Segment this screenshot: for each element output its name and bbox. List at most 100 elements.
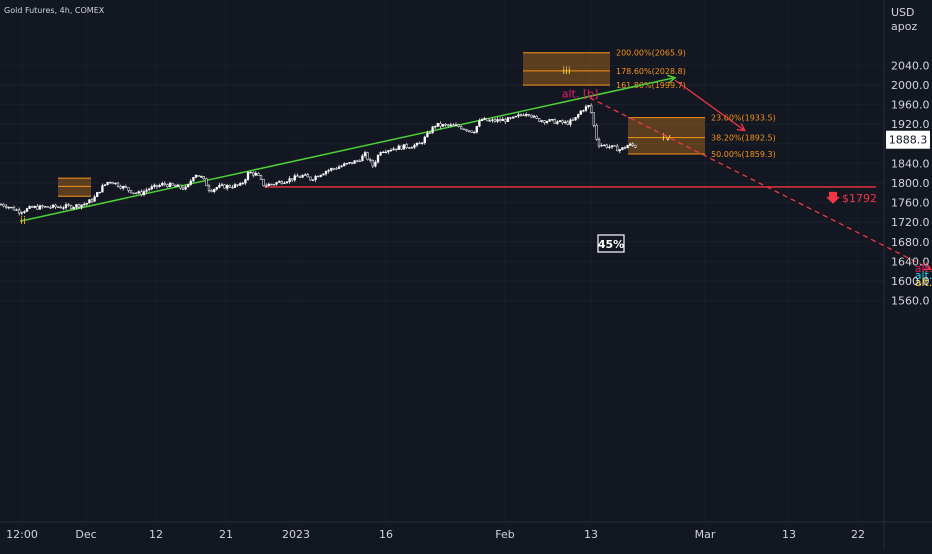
candle-body [553, 119, 556, 124]
candle-body [124, 186, 127, 188]
candle-body [629, 143, 632, 146]
candle-body [96, 192, 99, 198]
grid [0, 0, 884, 522]
candle-body [213, 188, 216, 192]
candle-body [51, 204, 55, 208]
trend-arrowhead-icon [667, 74, 677, 84]
candle-body [12, 206, 16, 211]
candle-body [462, 128, 465, 130]
candle-body [343, 163, 346, 167]
candle-body [220, 184, 224, 186]
candle-body [348, 162, 351, 164]
candle-body [317, 175, 320, 178]
candle-body [519, 114, 523, 116]
candle-body [241, 182, 244, 185]
candle-body [7, 206, 10, 209]
projection-arrowhead-icon [922, 262, 932, 271]
candle-body [93, 196, 96, 202]
candle-body [400, 145, 403, 150]
candle-body [187, 184, 190, 188]
candle-body [597, 139, 601, 147]
candle-body [249, 172, 252, 174]
candle-body [257, 173, 260, 176]
current-price-tag [886, 130, 930, 149]
candle-body [163, 183, 166, 185]
candle-body [77, 204, 81, 208]
candle-body [83, 203, 86, 206]
candle-body [88, 199, 91, 204]
candle-body [564, 121, 567, 123]
candle-body [103, 184, 107, 186]
candle-body [145, 189, 148, 192]
candle-body [361, 155, 364, 162]
candle-body [59, 206, 62, 209]
candle-body [600, 145, 603, 147]
candle-body [608, 146, 611, 148]
candle-body [475, 126, 478, 133]
candle-body [470, 130, 473, 133]
candle-body [246, 172, 250, 180]
candle-body [46, 206, 49, 208]
candle-body [57, 206, 60, 209]
candle-body [168, 182, 172, 188]
candle-body [379, 152, 382, 156]
candle-body [631, 143, 634, 146]
candle-body [473, 131, 476, 134]
time-tick-label: Mar [695, 528, 716, 541]
candle-body [166, 184, 169, 188]
candle-body [397, 145, 400, 150]
candle-body [114, 182, 117, 185]
candle-body [501, 118, 504, 122]
candle-body [116, 182, 120, 187]
candle-body [465, 129, 468, 132]
candle-body [122, 186, 125, 189]
candle-body [275, 182, 278, 185]
candle-body [356, 160, 359, 162]
candle-body [525, 114, 528, 116]
candle-body [226, 185, 229, 189]
candle-body [291, 178, 294, 181]
candle-body [218, 184, 221, 188]
candle-body [174, 184, 177, 187]
candle-body [556, 121, 559, 124]
candle-body [311, 179, 315, 181]
candle-body [558, 120, 562, 122]
candle-body [148, 188, 151, 191]
candle-body [582, 110, 585, 112]
price-tick-label: 1560.0 [891, 295, 930, 308]
time-tick-label: 12:00 [6, 528, 38, 541]
candle-body [272, 184, 276, 186]
candle-body [205, 178, 208, 187]
candle-body [15, 209, 18, 211]
candle-body [616, 145, 619, 152]
candle-body [444, 124, 447, 126]
wave-label: alt.X [915, 269, 932, 282]
time-tick-label: 16 [379, 528, 393, 541]
wave-labels: 45% ii alt. [b] alt.[c]alt.Xalt.(4) [20, 88, 932, 289]
wave-label: ii [20, 214, 26, 227]
candle-body [280, 181, 283, 184]
candle-body [480, 119, 484, 121]
fib-level-label: 178.60%(2028.8) [616, 67, 686, 76]
candle-body [418, 142, 421, 145]
candle-body [532, 115, 536, 118]
candle-body [137, 191, 140, 194]
candle-body [10, 206, 13, 209]
candle-body [499, 119, 502, 122]
fib-level-label: 23.60%(1933.5) [711, 114, 776, 123]
candle-body [223, 184, 226, 189]
candle-body [592, 112, 595, 126]
candle-body [244, 179, 247, 184]
candle-body [389, 149, 393, 152]
candle-body [270, 183, 273, 186]
candle-body [41, 205, 44, 208]
candle-body [207, 185, 211, 191]
candle-body [161, 183, 164, 186]
time-tick-label: 22 [851, 528, 865, 541]
price-tick-label: 1840.0 [891, 157, 930, 170]
candle-body [402, 144, 406, 150]
candle-body [194, 174, 198, 178]
fib-level-label: 161.80%(1999.7) [616, 81, 686, 90]
